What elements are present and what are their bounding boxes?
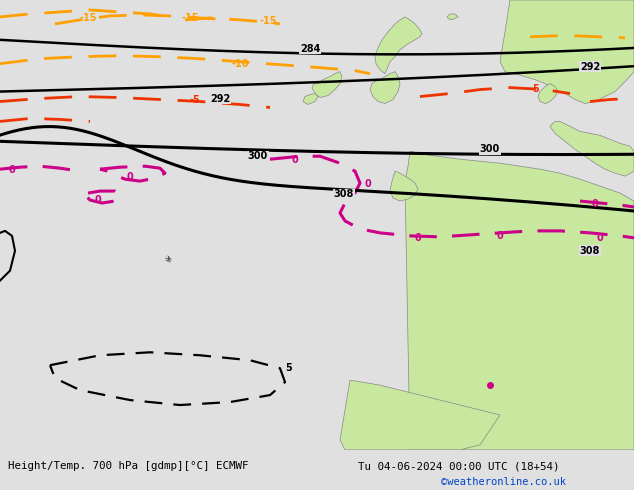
Polygon shape [375,17,422,74]
Polygon shape [500,0,634,103]
Text: -15: -15 [181,13,198,23]
Text: 0: 0 [496,231,503,241]
Polygon shape [312,72,342,98]
Text: Tu 04-06-2024 00:00 UTC (18+54): Tu 04-06-2024 00:00 UTC (18+54) [358,461,560,471]
Text: 300: 300 [248,151,268,161]
Polygon shape [303,94,318,104]
Text: 0: 0 [365,179,372,189]
Text: 308: 308 [334,189,354,199]
Text: -5: -5 [190,96,200,105]
Text: Height/Temp. 700 hPa [gdmp][°C] ECMWF: Height/Temp. 700 hPa [gdmp][°C] ECMWF [8,461,248,471]
Text: ✈: ✈ [164,254,172,263]
Text: 292: 292 [580,62,600,72]
Text: -10: -10 [231,59,249,69]
Text: -15: -15 [259,16,277,26]
Text: 284: 284 [300,44,320,54]
Text: 300: 300 [480,144,500,154]
Text: 0: 0 [415,233,422,243]
Text: 5: 5 [285,363,292,373]
Text: -5: -5 [529,84,540,94]
Text: 0: 0 [127,172,133,182]
Text: 0: 0 [94,195,101,205]
Polygon shape [447,14,458,20]
Polygon shape [538,84,558,103]
Text: 0: 0 [597,233,604,243]
Text: -15: -15 [79,13,97,23]
Text: 0: 0 [292,155,299,165]
Text: 292: 292 [210,94,230,103]
Polygon shape [405,151,634,450]
Text: 308: 308 [580,246,600,256]
Polygon shape [390,171,418,201]
Text: ©weatheronline.co.uk: ©weatheronline.co.uk [441,477,566,487]
Polygon shape [340,380,500,450]
Text: 0: 0 [592,199,598,209]
Text: 0: 0 [9,165,15,175]
Polygon shape [165,259,172,263]
Polygon shape [370,72,400,103]
Polygon shape [550,122,634,176]
